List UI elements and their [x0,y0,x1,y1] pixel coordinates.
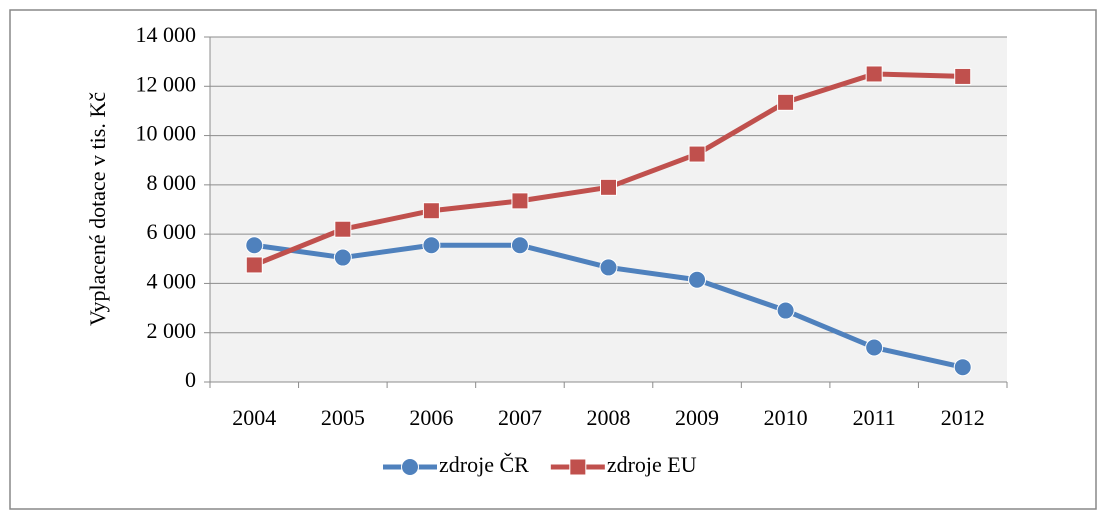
y-tick-label: 12 000 [136,71,197,96]
data-point [776,301,795,320]
legend-label: zdroje ČR [439,452,529,477]
y-axis-label: Vyplacené dotace v tis. Kč [85,92,110,326]
x-tick-label: 2008 [587,405,631,430]
data-point [865,65,883,83]
x-tick-label: 2004 [232,405,276,430]
legend-label: zdroje EU [607,452,697,477]
x-tick-label: 2005 [321,405,365,430]
data-point [777,93,795,111]
y-tick-label: 8 000 [147,170,197,195]
y-tick-label: 14 000 [136,22,197,47]
y-tick-label: 10 000 [136,121,197,146]
data-point [953,358,972,377]
y-tick-label: 4 000 [147,268,197,293]
x-tick-label: 2006 [409,405,453,430]
data-point [600,178,617,196]
x-tick-label: 2010 [764,405,808,430]
y-tick-label: 0 [185,367,196,392]
legend-marker [401,458,419,476]
data-point [422,202,440,220]
data-point [245,236,264,255]
plot-area [210,37,1007,382]
data-point [511,192,529,210]
data-point [688,270,707,289]
data-point [688,145,706,163]
data-point [865,338,884,357]
data-point [510,236,529,255]
data-point [334,220,352,238]
x-tick-label: 2009 [675,405,719,430]
y-tick-label: 2 000 [147,318,197,343]
y-tick-label: 6 000 [147,219,197,244]
data-point [333,248,352,267]
legend-marker [569,458,587,476]
data-point [422,236,441,255]
x-tick-label: 2012 [941,405,985,430]
x-tick-label: 2007 [498,405,542,430]
data-point [245,256,263,274]
x-tick-label: 2011 [853,405,896,430]
data-point [599,258,618,277]
data-point [954,67,972,85]
